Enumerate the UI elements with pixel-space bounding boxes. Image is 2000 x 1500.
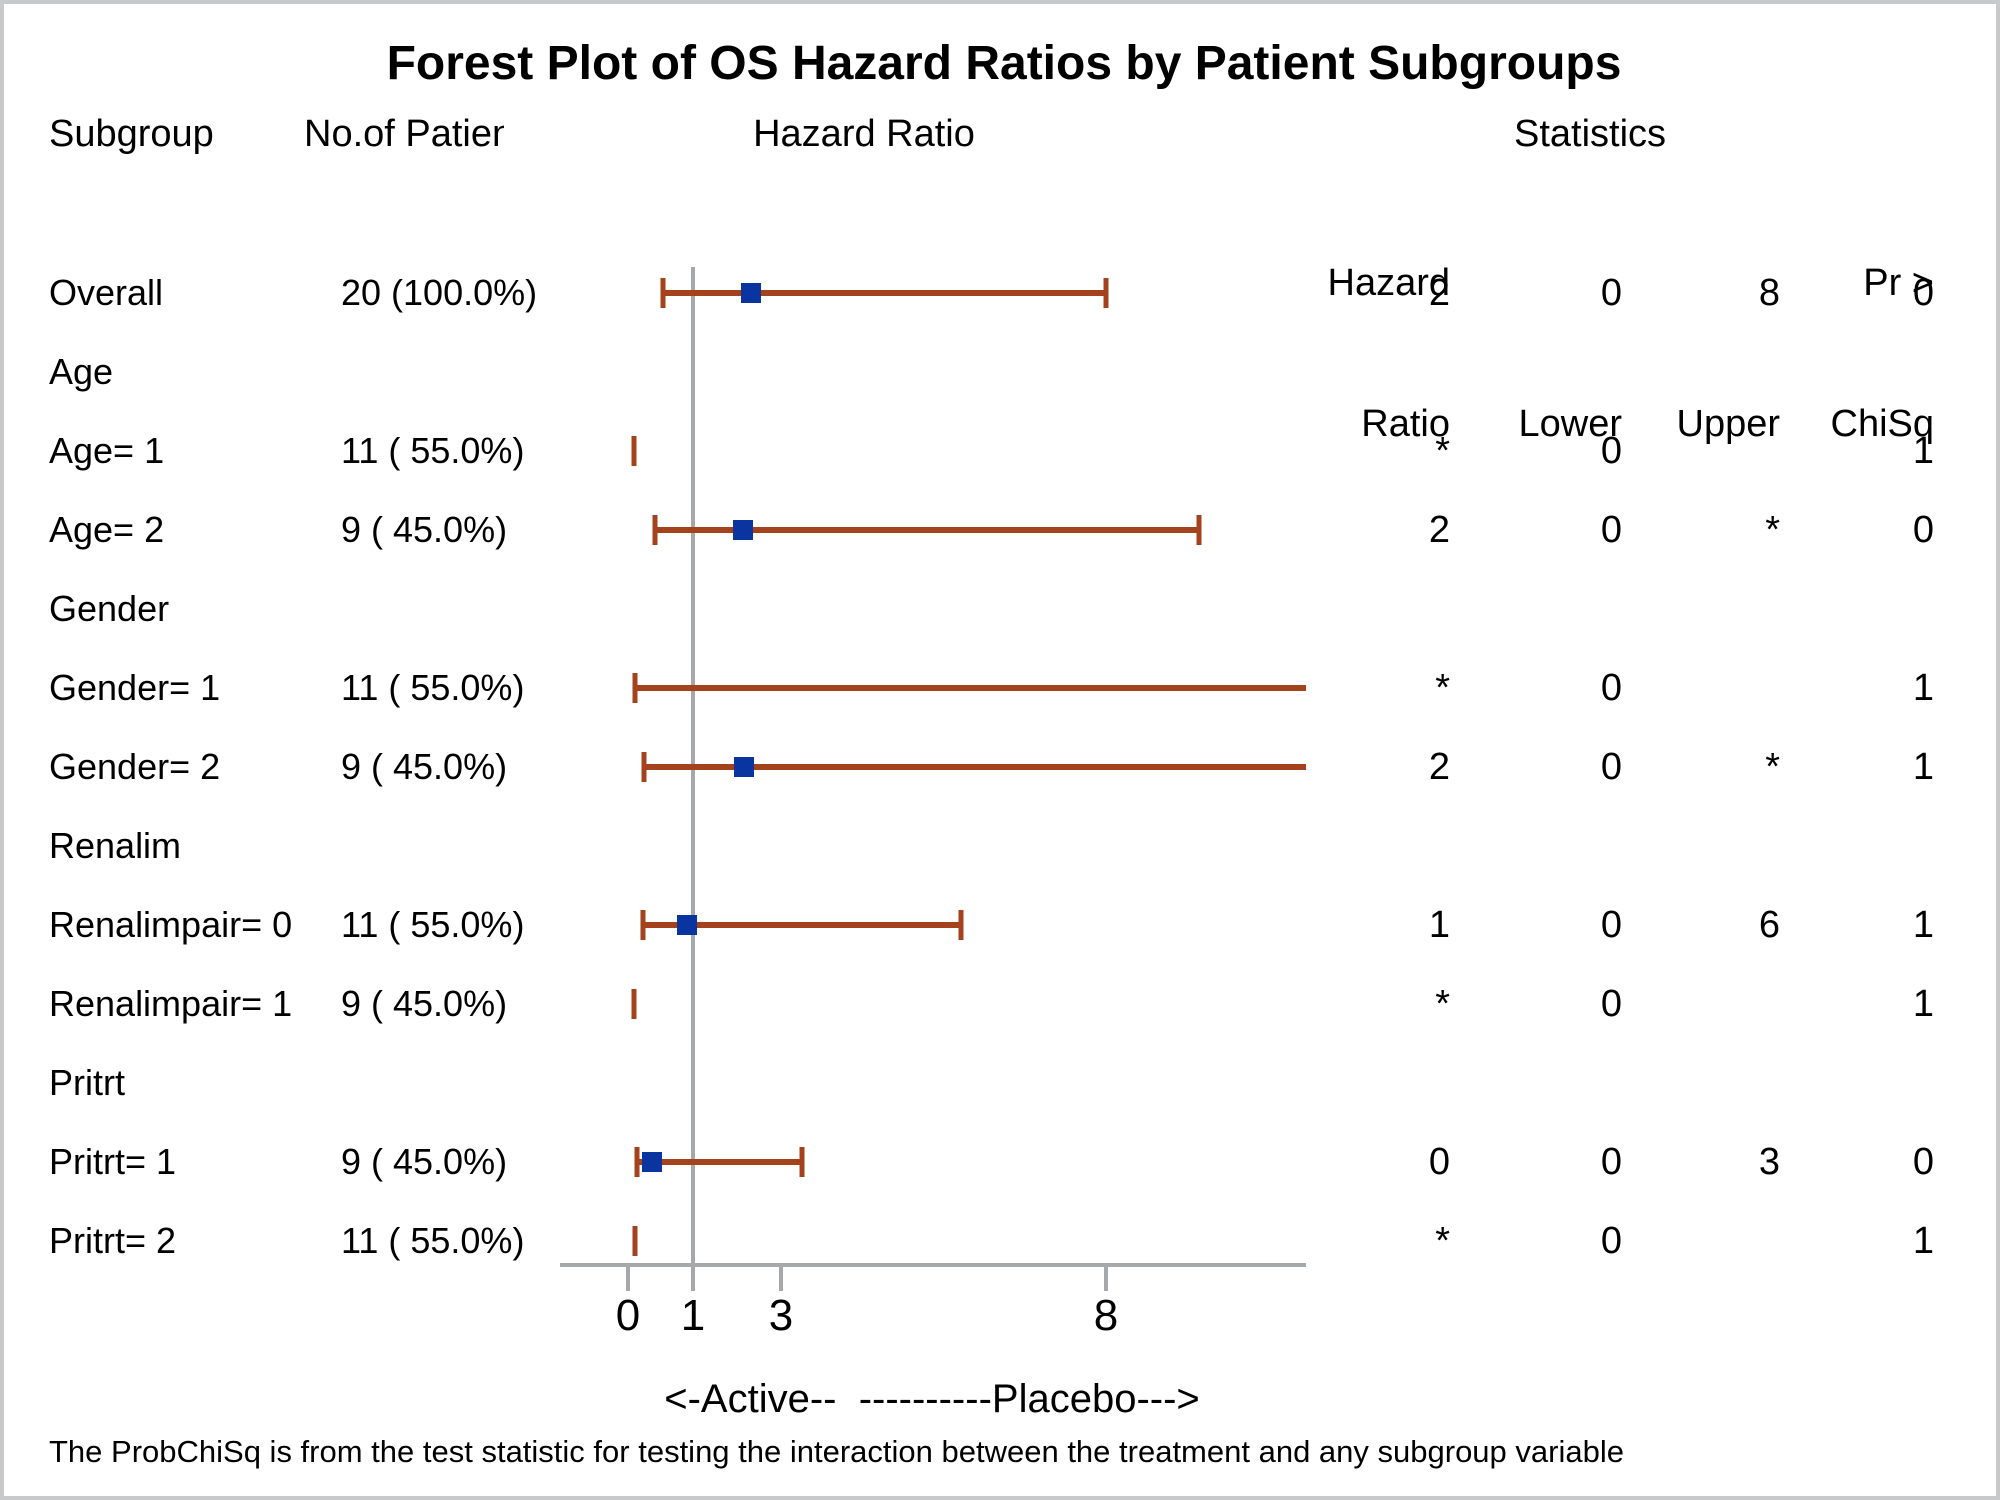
stat-pr-chisq: 1 bbox=[1912, 1220, 1934, 1262]
subgroup-group-label: Age bbox=[49, 351, 114, 392]
row-patient-count: 9 ( 45.0%) bbox=[341, 1141, 508, 1182]
stat-upper: 3 bbox=[1758, 1141, 1780, 1183]
stat-pr-chisq: 0 bbox=[1912, 1141, 1934, 1183]
row-patient-count: 11 ( 55.0%) bbox=[341, 904, 525, 945]
stat-hazard-ratio: 2 bbox=[1428, 272, 1450, 314]
subgroup-row-label: Renalimpair= 1 bbox=[49, 983, 293, 1024]
stat-hazard-ratio: 1 bbox=[1428, 904, 1450, 946]
stat-lower: 0 bbox=[1600, 1220, 1622, 1262]
row-patient-count: 9 ( 45.0%) bbox=[341, 746, 508, 787]
stat-header-line1: Hazard bbox=[1327, 262, 1451, 304]
row-patient-count: 20 (100.0%) bbox=[341, 272, 538, 313]
row-patient-count: 11 ( 55.0%) bbox=[341, 1220, 525, 1261]
row-patient-count: 9 ( 45.0%) bbox=[341, 509, 508, 550]
stat-upper: 6 bbox=[1758, 904, 1780, 946]
footnote: The ProbChiSq is from the test statistic… bbox=[49, 1434, 1624, 1469]
subgroup-row-label: Age= 2 bbox=[49, 509, 165, 550]
stat-pr-chisq: 1 bbox=[1912, 983, 1934, 1025]
column-header-subgroup: Subgroup bbox=[49, 113, 214, 155]
stat-pr-chisq: 1 bbox=[1912, 667, 1934, 709]
subgroup-row-label: Gender= 1 bbox=[49, 667, 221, 708]
axis-tick-label: 0 bbox=[615, 1291, 641, 1340]
subgroup-row-label: Gender= 2 bbox=[49, 746, 221, 787]
axis-tick-label: 1 bbox=[680, 1291, 706, 1340]
stat-upper: * bbox=[1765, 746, 1780, 788]
stat-hazard-ratio: * bbox=[1435, 667, 1450, 709]
column-header-patients: No.of Patient bbox=[304, 113, 504, 155]
stat-lower: 0 bbox=[1600, 746, 1622, 788]
axis-tick-label: 8 bbox=[1093, 1291, 1119, 1340]
subgroup-group-label: Renalim bbox=[49, 825, 182, 866]
stat-lower: 0 bbox=[1600, 509, 1622, 551]
stat-hazard-ratio: * bbox=[1435, 983, 1450, 1025]
stat-header-pr-chisq: Pr > ChiSq bbox=[1714, 166, 1935, 542]
stat-pr-chisq: 1 bbox=[1912, 904, 1934, 946]
stat-header-line1: Pr > bbox=[1863, 262, 1934, 304]
stat-pr-chisq: 0 bbox=[1912, 272, 1934, 314]
stat-header-line2: ChiSq bbox=[1830, 403, 1935, 445]
stat-header-upper: Upper bbox=[1560, 166, 1781, 542]
hazard-ratio-marker bbox=[677, 915, 697, 935]
stat-lower: 0 bbox=[1600, 667, 1622, 709]
stat-hazard-ratio: 2 bbox=[1428, 509, 1450, 551]
stat-lower: 0 bbox=[1600, 983, 1622, 1025]
row-patient-count: 11 ( 55.0%) bbox=[341, 667, 525, 708]
column-header-hazard-ratio: Hazard Ratio bbox=[753, 113, 975, 155]
subgroup-group-label: Gender bbox=[49, 588, 170, 629]
stat-lower: 0 bbox=[1600, 904, 1622, 946]
stat-pr-chisq: 1 bbox=[1912, 430, 1934, 472]
column-header-statistics: Statistics bbox=[1513, 113, 1667, 155]
hazard-ratio-marker bbox=[741, 283, 761, 303]
stat-hazard-ratio: 2 bbox=[1428, 746, 1450, 788]
stat-header-lower: Lower bbox=[1402, 166, 1623, 542]
axis-tick-label: 3 bbox=[768, 1291, 794, 1340]
stat-header-line2: Lower bbox=[1518, 403, 1623, 445]
subgroup-row-label: Pritrt= 1 bbox=[49, 1141, 177, 1182]
stat-hazard-ratio: * bbox=[1435, 430, 1450, 472]
hazard-ratio-marker bbox=[733, 520, 753, 540]
stat-header-line2: Upper bbox=[1676, 403, 1781, 445]
subgroup-row-label: Age= 1 bbox=[49, 430, 165, 471]
subgroup-row-label: Pritrt= 2 bbox=[49, 1220, 177, 1261]
row-patient-count: 9 ( 45.0%) bbox=[341, 983, 508, 1024]
stat-pr-chisq: 0 bbox=[1912, 509, 1934, 551]
subgroup-row-label: Renalimpair= 0 bbox=[49, 904, 293, 945]
x-axis-direction-label: <-Active-- ----------Placebo---> bbox=[664, 1377, 1200, 1421]
subgroup-row-label: Overall bbox=[49, 272, 164, 313]
stat-lower: 0 bbox=[1600, 272, 1622, 314]
stat-hazard-ratio: 0 bbox=[1428, 1141, 1450, 1183]
stat-lower: 0 bbox=[1600, 1141, 1622, 1183]
hazard-ratio-marker bbox=[734, 757, 754, 777]
stat-upper: * bbox=[1765, 509, 1780, 551]
stat-lower: 0 bbox=[1600, 430, 1622, 472]
stat-header-hazard-ratio: Hazard Ratio bbox=[1230, 166, 1451, 542]
stat-pr-chisq: 1 bbox=[1912, 746, 1934, 788]
row-patient-count: 11 ( 55.0%) bbox=[341, 430, 525, 471]
stat-hazard-ratio: * bbox=[1435, 1220, 1450, 1262]
forest-plot-canvas bbox=[560, 267, 1306, 1291]
page-title: Forest Plot of OS Hazard Ratios by Patie… bbox=[386, 37, 1622, 90]
hazard-ratio-marker bbox=[642, 1152, 662, 1172]
stat-header-line2: Ratio bbox=[1361, 403, 1450, 445]
stat-upper: 8 bbox=[1758, 272, 1780, 314]
subgroup-group-label: Pritrt bbox=[49, 1062, 125, 1103]
